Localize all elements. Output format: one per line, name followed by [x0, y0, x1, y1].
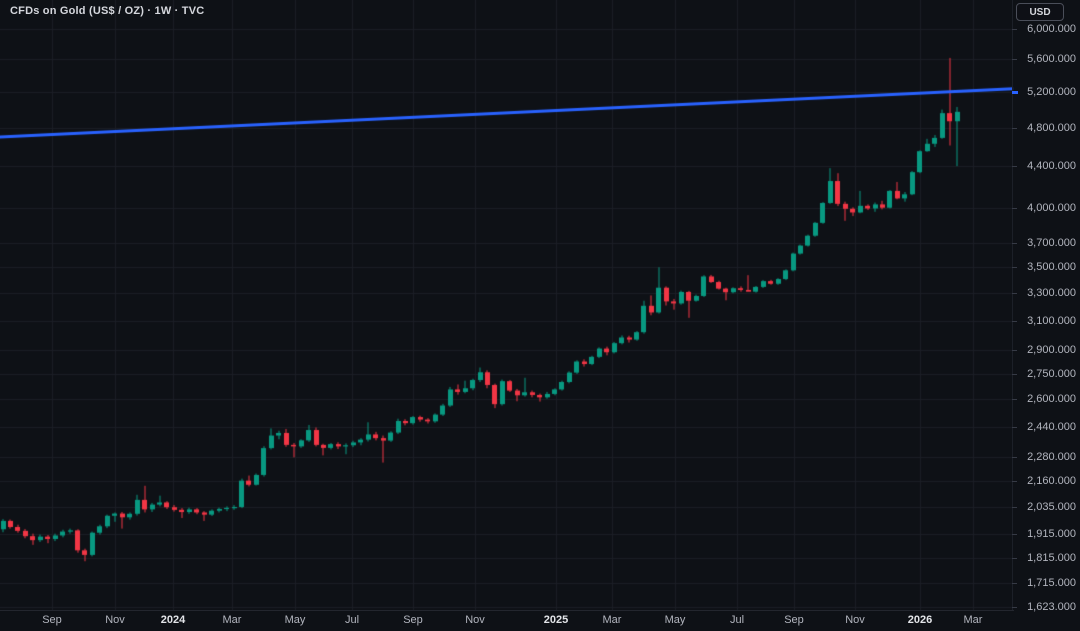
time-axis-label: Nov	[465, 614, 485, 626]
price-axis[interactable]: 6,000.000 5,600.000 5,200.000 4,800.000 4,40…	[1012, 0, 1080, 613]
price-axis-label: 3,500.000	[1027, 261, 1076, 274]
price-axis-tick	[1012, 350, 1017, 351]
price-axis-label: 2,600.000	[1027, 392, 1076, 405]
price-axis-tick	[1012, 534, 1017, 535]
price-axis-label: 2,750.000	[1027, 367, 1076, 380]
time-axis-label: May	[664, 614, 686, 626]
time-axis-label: May	[284, 614, 306, 626]
price-axis-tick	[1012, 293, 1017, 294]
price-axis-label: 3,300.000	[1027, 287, 1076, 300]
price-axis-tick	[1012, 457, 1017, 458]
price-axis-label: 2,440.000	[1027, 420, 1076, 433]
price-axis-label: 5,600.000	[1027, 53, 1076, 66]
price-axis-label: 4,000.000	[1027, 202, 1076, 215]
price-axis-label: 2,160.000	[1027, 474, 1076, 487]
price-axis-tick	[1012, 267, 1017, 268]
price-axis-label: 5,200.000	[1027, 86, 1076, 99]
price-axis-tick	[1012, 243, 1017, 244]
price-axis-label: 1,815.000	[1027, 551, 1076, 564]
time-axis[interactable]: Sep Nov 2024 Mar May Jul Sep Nov 2025 Mar May Jul Se…	[0, 610, 1080, 631]
price-axis-tick	[1012, 507, 1017, 508]
time-axis-label: Jul	[729, 614, 745, 626]
price-axis-separator	[1012, 0, 1013, 610]
price-axis-label: 2,035.000	[1027, 500, 1076, 513]
time-axis-label: Jul	[344, 614, 360, 626]
price-axis-label: 1,915.000	[1027, 527, 1076, 540]
time-axis-label: 2024	[160, 614, 186, 626]
price-axis-tick	[1012, 558, 1017, 559]
price-axis-label: 2,900.000	[1027, 344, 1076, 357]
time-axis-label: Sep	[403, 614, 423, 626]
time-axis-label: Sep	[784, 614, 804, 626]
price-axis-label: 4,400.000	[1027, 160, 1076, 173]
time-axis-label: 2025	[543, 614, 569, 626]
price-axis-label: 3,700.000	[1027, 236, 1076, 249]
price-axis-tick	[1012, 481, 1017, 482]
price-axis-label: 1,715.000	[1027, 576, 1076, 589]
time-axis-label: 2026	[907, 614, 933, 626]
price-axis-tick	[1012, 128, 1017, 129]
price-axis-tick	[1012, 583, 1017, 584]
time-axis-label: Sep	[42, 614, 62, 626]
price-axis-label: 1,623.000	[1027, 601, 1076, 613]
price-axis-label: 3,100.000	[1027, 314, 1076, 327]
time-axis-label: Mar	[963, 614, 983, 626]
currency-badge[interactable]: USD	[1016, 3, 1064, 21]
price-axis-tick	[1012, 374, 1017, 375]
price-axis-tick	[1012, 607, 1017, 608]
time-axis-label: Mar	[602, 614, 622, 626]
time-axis-separator	[0, 610, 1014, 611]
price-axis-label: 2,280.000	[1027, 450, 1076, 463]
time-axis-label: Nov	[845, 614, 865, 626]
price-axis-tick	[1012, 29, 1017, 30]
price-axis-label: 4,800.000	[1027, 121, 1076, 134]
trendline-axis-tick	[1012, 91, 1018, 94]
price-axis-tick	[1012, 59, 1017, 60]
price-axis-label: 6,000.000	[1027, 23, 1076, 35]
time-axis-label: Nov	[105, 614, 125, 626]
symbol-title: CFDs on Gold (US$ / OZ) · 1W · TVC	[10, 5, 205, 17]
time-axis-label: Mar	[222, 614, 242, 626]
price-axis-tick	[1012, 208, 1017, 209]
price-axis-tick	[1012, 427, 1017, 428]
price-axis-tick	[1012, 399, 1017, 400]
price-axis-tick	[1012, 166, 1017, 167]
price-axis-tick	[1012, 321, 1017, 322]
